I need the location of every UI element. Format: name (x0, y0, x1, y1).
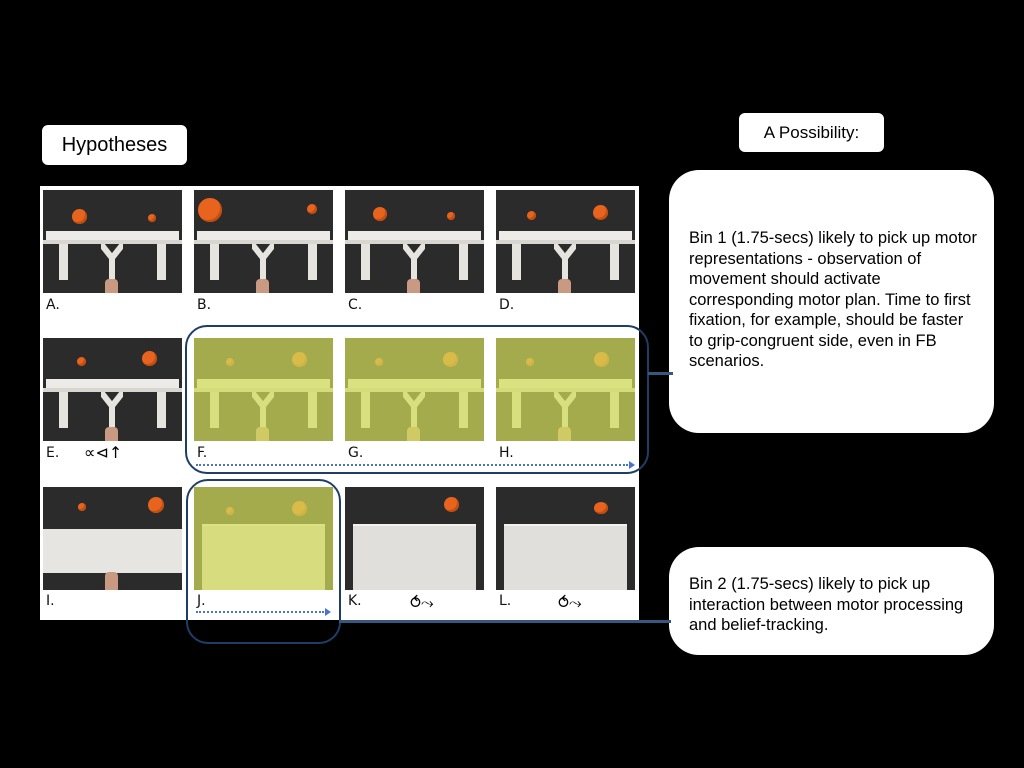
panel-label-c: C. (348, 297, 363, 313)
panel-label-l: L. (499, 593, 512, 609)
photo-b (194, 190, 333, 293)
large-cup (444, 497, 459, 512)
bin2-callout: Bin 2 (1.75-secs) likely to pick up inte… (669, 547, 994, 655)
panel-label-h: H. (499, 445, 514, 461)
panel-label-a: A. (46, 297, 60, 313)
large-cup (593, 205, 608, 220)
yellow-overlay (496, 338, 635, 441)
large-cup (373, 207, 387, 221)
photo-i (43, 487, 182, 590)
panel-label-d: D. (499, 297, 515, 313)
small-cup (307, 204, 317, 214)
panel-label-g: G. (348, 445, 364, 461)
bin1-callout: Bin 1 (1.75-secs) likely to pick up moto… (669, 170, 994, 433)
bin2-frame (186, 479, 341, 644)
bin1-arrowhead (629, 461, 635, 469)
photo-l (496, 487, 635, 590)
large-cup (142, 351, 157, 366)
bin2-arrowhead (325, 608, 331, 616)
small-cup (77, 357, 86, 366)
photo-a (43, 190, 182, 293)
bin1-frame (185, 325, 649, 474)
small-cup (148, 214, 156, 222)
panel-label-k: K. (348, 593, 362, 609)
bin1-connector (648, 372, 673, 375)
yellow-overlay (345, 338, 484, 441)
stimulus-figure: A. B. C. D. E. ∝⊲↑ (40, 186, 639, 620)
yellow-overlay (194, 487, 333, 590)
bin2-timeline-arrow (196, 611, 324, 613)
grip-symbol-k: ⥀⤳ (410, 593, 434, 612)
photo-f (194, 338, 333, 441)
large-cup (594, 502, 608, 514)
panel-label-e: E. (46, 445, 60, 461)
large-cup (148, 497, 164, 513)
grip-symbol-l: ⥀⤳ (558, 593, 582, 612)
yellow-overlay (194, 338, 333, 441)
grip-symbol-e: ∝⊲↑ (84, 443, 123, 462)
large-cup (72, 209, 87, 224)
occluder-panel (43, 529, 182, 573)
photo-e (43, 338, 182, 441)
photo-c (345, 190, 484, 293)
panel-label-b: B. (197, 297, 212, 313)
large-cup (198, 198, 222, 222)
photo-d (496, 190, 635, 293)
possibility-label: A Possibility: (739, 113, 884, 152)
bin2-connector (339, 620, 671, 623)
screen-panel (353, 524, 476, 590)
photo-h (496, 338, 635, 441)
screen-panel (504, 524, 627, 590)
small-cup (527, 211, 536, 220)
panel-label-j: J. (197, 593, 206, 609)
hypotheses-label: Hypotheses (42, 125, 187, 165)
bin1-timeline-arrow (196, 464, 628, 466)
photo-j (194, 487, 333, 590)
photo-k (345, 487, 484, 590)
small-cup (447, 212, 455, 220)
panel-label-i: I. (46, 593, 55, 609)
photo-g (345, 338, 484, 441)
small-cup (78, 503, 86, 511)
